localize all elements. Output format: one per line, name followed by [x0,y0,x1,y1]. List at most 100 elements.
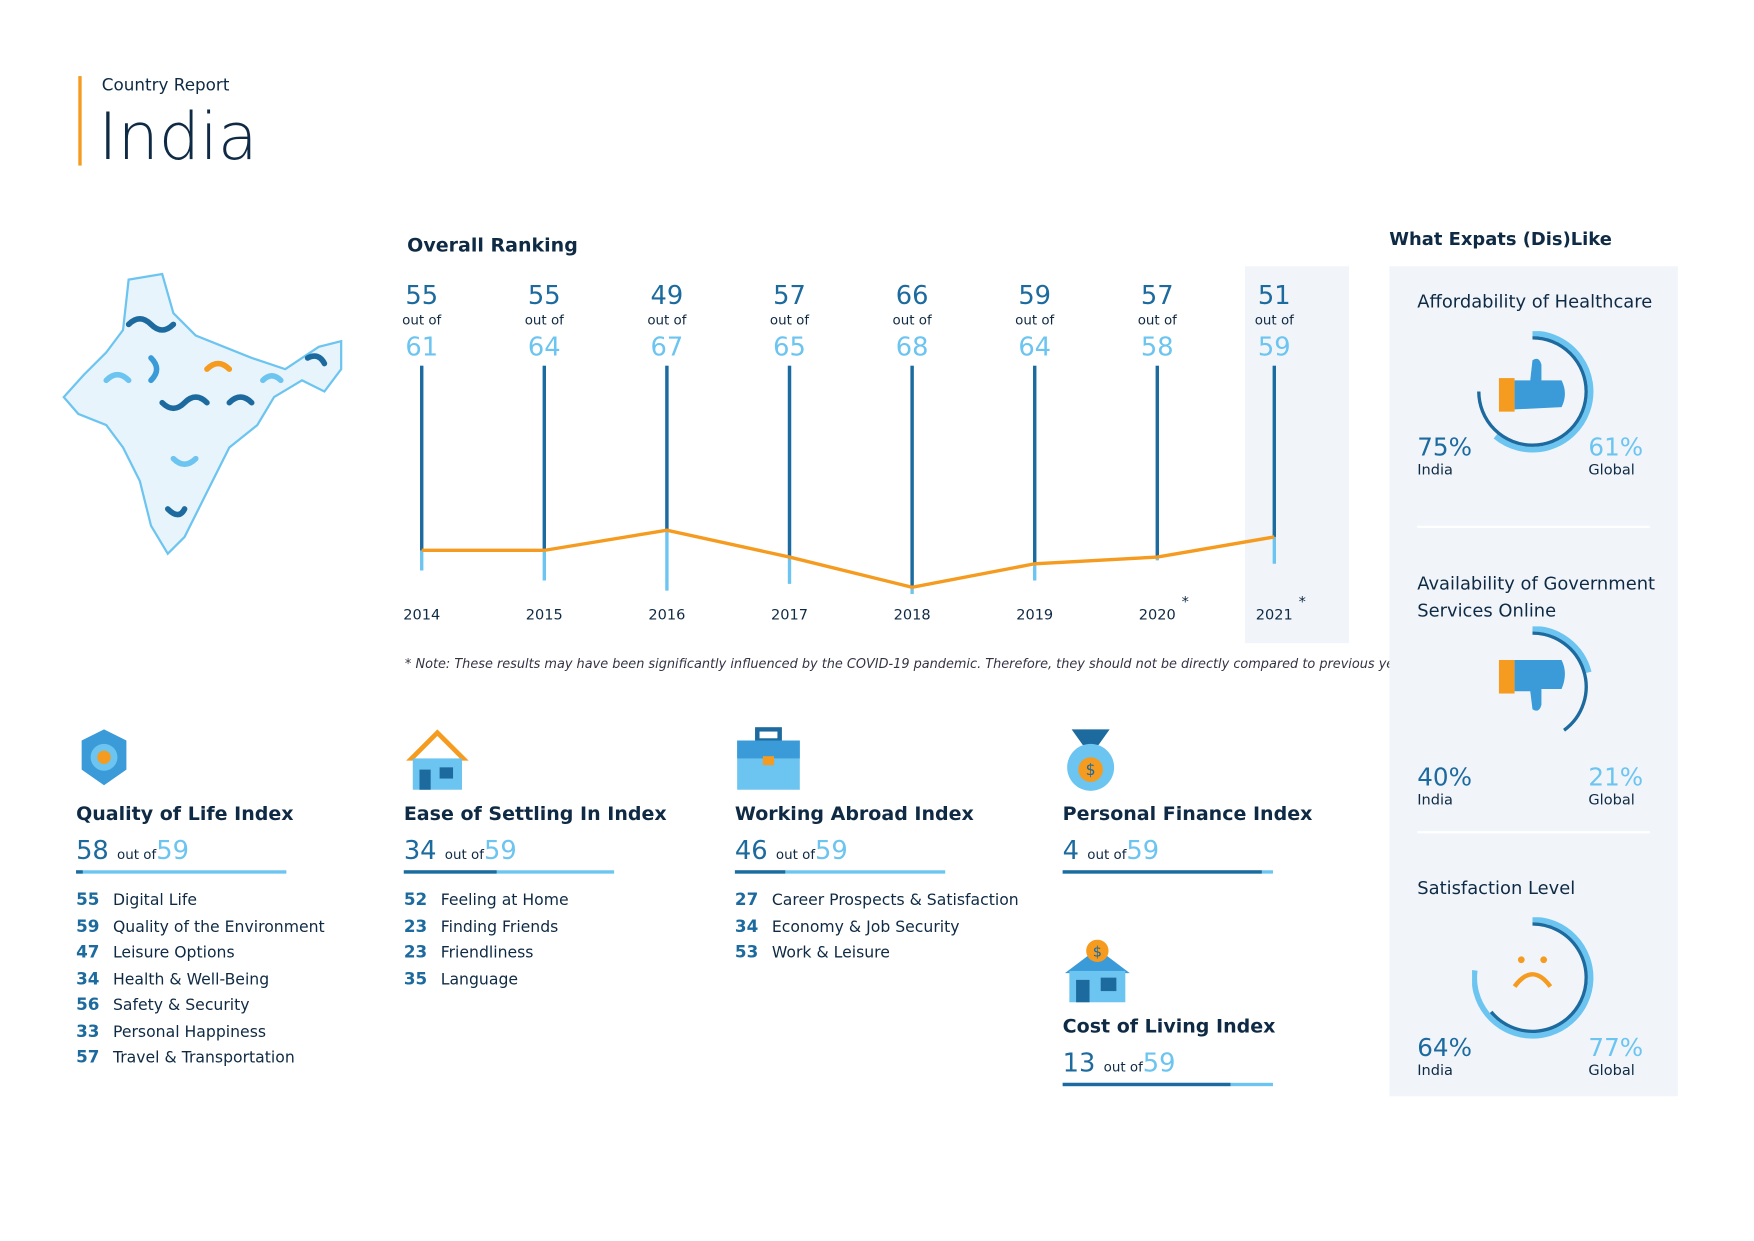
sub-index-rank: 34 [734,915,759,936]
index-score: 58 out of59 [76,837,389,866]
sub-index-rank: 35 [403,968,428,989]
year-tick: 2016 [648,608,685,624]
sub-index-item: 59 Quality of the Environment [76,913,389,939]
index-title: Personal Finance Index [1062,803,1313,826]
india-percent: 40% [1417,764,1472,792]
index-title: Quality of Life Index [76,803,294,826]
sub-index-label: Travel & Transportation [112,1049,295,1068]
sub-index-item: 33 Personal Happiness [76,1018,389,1044]
sub-index-rank: 33 [76,1020,100,1041]
year-tick: 2015 [526,608,563,624]
india-stat: 40% India [1417,764,1472,809]
sub-index-label: Language [440,970,519,989]
india-map-icon [62,272,343,556]
india-percent: 75% [1417,434,1472,462]
out-of-label: out of [1087,846,1127,863]
page-title: India [98,98,258,175]
out-of-label: out of [1138,313,1177,328]
card-title: Satisfaction Level [1417,876,1576,899]
card-title: Availability of Government Services Onli… [1417,572,1656,621]
out-of-label: out of [770,313,809,328]
year-tick: 2021 [1256,608,1293,624]
sub-index-rank: 52 [403,889,428,910]
rank-line [421,528,1275,589]
sub-index-item: 35 Language [404,966,717,992]
ranking-chart: 55 out of 61 2014 55 out of 64 2015 49 out of 67 20… [402,281,1306,624]
total-label: 67 [651,333,684,363]
india-label: India [1417,1062,1453,1080]
briefcase-icon [735,727,1048,796]
index-total: 59 [483,836,517,866]
sub-index-label: Digital Life [112,891,197,910]
rank-label: 57 [773,281,806,311]
rank-label: 51 [1258,281,1291,311]
thumbs-up-icon [1477,331,1594,453]
sub-index-rank: 55 [76,889,100,910]
badge-icon [76,727,389,796]
highlight-panel [1245,266,1350,644]
india-label: India [1417,461,1453,479]
index-rank: 4 [1062,836,1080,866]
money-bag-icon: $ [1063,727,1376,796]
sub-index-item: 34 Economy & Job Security [735,913,1048,939]
rank-label: 66 [896,281,929,311]
index-quality-of-life-index: Quality of Life Index 58 out of59 55 Digi… [76,727,389,1071]
index-rank: 13 [1062,1049,1096,1079]
asterisk: * [1182,594,1189,610]
index-cost-of-living-index: $ Cost of Living Index 13 out of59 [1062,939,1376,1100]
rank-label: 55 [528,281,561,311]
sub-index-label: Personal Happiness [112,1022,267,1041]
total-label: 61 [405,333,438,363]
sub-index-rank: 47 [76,941,100,962]
divider [1417,525,1650,528]
out-of-label: out of [444,846,484,863]
india-percent: 64% [1417,1034,1472,1063]
divider [1417,831,1650,834]
sub-index-label: Quality of the Environment [112,917,325,936]
sub-index-label: Career Prospects & Satisfaction [771,891,1019,910]
index-title: Cost of Living Index [1062,1015,1276,1039]
total-label: 65 [773,333,806,363]
sub-index-label: Feeling at Home [440,891,569,910]
thumbs-down-icon [1498,626,1592,732]
total-label: 59 [1258,333,1291,363]
sub-index-item: 52 Feeling at Home [404,887,717,913]
sub-index-item: 27 Career Prospects & Satisfaction [735,887,1048,913]
sub-index-item: 23 Finding Friends [404,913,717,939]
year-tick: 2019 [1016,608,1053,624]
india-stat: 75% India [1417,434,1472,479]
svg-text:$: $ [1093,944,1102,960]
index-score: 34 out of59 [404,837,717,866]
total-label: 64 [1018,333,1051,363]
sub-index-rank: 59 [76,915,100,936]
out-of-label: out of [1103,1059,1143,1075]
total-label: 64 [528,333,561,363]
out-of-label: out of [1015,313,1054,328]
card-title: Affordability of Healthcare [1417,290,1653,313]
india-stat: 64% India [1417,1035,1472,1080]
sub-index-item: 57 Travel & Transportation [76,1045,389,1071]
title-accent [78,76,82,166]
sub-index-label: Friendliness [440,944,534,962]
out-of-label: out of [893,313,932,328]
sub-index-rank: 27 [734,889,759,910]
index-rank: 46 [734,836,768,866]
india-label: India [1417,791,1453,809]
index-total: 59 [815,836,848,866]
sub-index-rank: 23 [403,941,428,962]
sub-index-rank: 53 [734,941,759,962]
index-total: 59 [1126,836,1160,866]
index-score: 46 out of59 [735,837,1048,866]
index-total: 59 [1142,1049,1176,1079]
index-total: 59 [156,836,189,866]
chart-note: * Note: These results may have been sign… [404,655,1419,672]
index-progress-bar [76,870,287,874]
out-of-label: out of [647,313,686,328]
index-progress-bar [403,870,615,874]
year-tick: 2018 [894,608,931,624]
sub-index-item: 53 Work & Leisure [735,940,1048,966]
global-label: Global [1588,791,1635,809]
index-ease-of-settling-in-index: Ease of Settling In Index 34 out of59 52… [403,727,717,992]
index-progress-bar [1062,870,1273,874]
out-of-label: out of [116,846,157,863]
